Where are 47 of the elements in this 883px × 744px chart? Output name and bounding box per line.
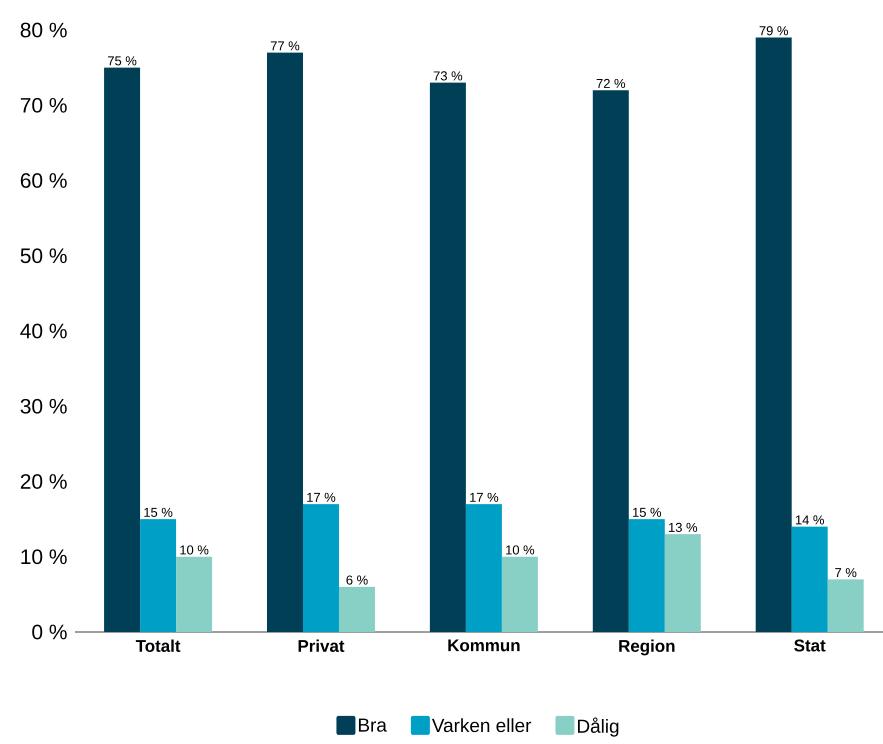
data-label: 15 % [144,508,172,517]
legend-label: Varken eller [432,718,532,732]
y-tick-label: 0 % [32,624,67,640]
data-label: 77 % [270,41,300,50]
y-tick-label: 20 % [20,474,67,489]
data-label: 73 % [434,71,462,80]
data-label: 17 % [470,492,498,502]
bar [430,82,466,632]
y-tick-label: 50 % [20,248,67,264]
bar [664,534,701,632]
data-label: 6 % [346,575,368,585]
legend-label: Bra [358,718,387,732]
x-tick-label: Privat [298,640,344,652]
data-label: 7 % [835,568,856,578]
bar [338,586,375,632]
y-tick-label: 30 % [20,398,67,414]
x-tick-label: Totalt [136,640,180,652]
y-tick-label: 40 % [20,324,67,338]
bar [592,90,629,632]
bar [266,52,303,632]
bar [104,68,140,632]
data-label: 79 % [760,26,788,36]
data-label: 72 % [596,78,626,88]
bar [756,38,792,632]
bar [628,519,665,632]
y-tick-label: 70 % [20,98,67,113]
bar [466,504,502,632]
data-label: 17 % [307,492,336,502]
data-label: 15 % [633,508,662,517]
bar [828,579,864,632]
legend-label: Dålig [578,717,618,737]
data-label: 13 % [669,522,698,532]
data-label: 14 % [796,515,824,524]
bar [302,504,339,632]
data-label: 10 % [506,545,534,555]
x-tick-label: Region [619,640,674,656]
x-tick-label: Stat [794,640,826,652]
data-label: 75 % [108,56,136,66]
bar [140,519,176,632]
bar [176,556,212,632]
y-tick-label: 10 % [21,549,67,564]
bar [792,526,828,632]
data-label: 10 % [180,545,208,555]
bar [502,556,538,632]
x-tick-label: Kommun [448,640,520,652]
y-tick-label: 60 % [20,173,67,188]
y-tick-label: 80 % [20,22,67,38]
